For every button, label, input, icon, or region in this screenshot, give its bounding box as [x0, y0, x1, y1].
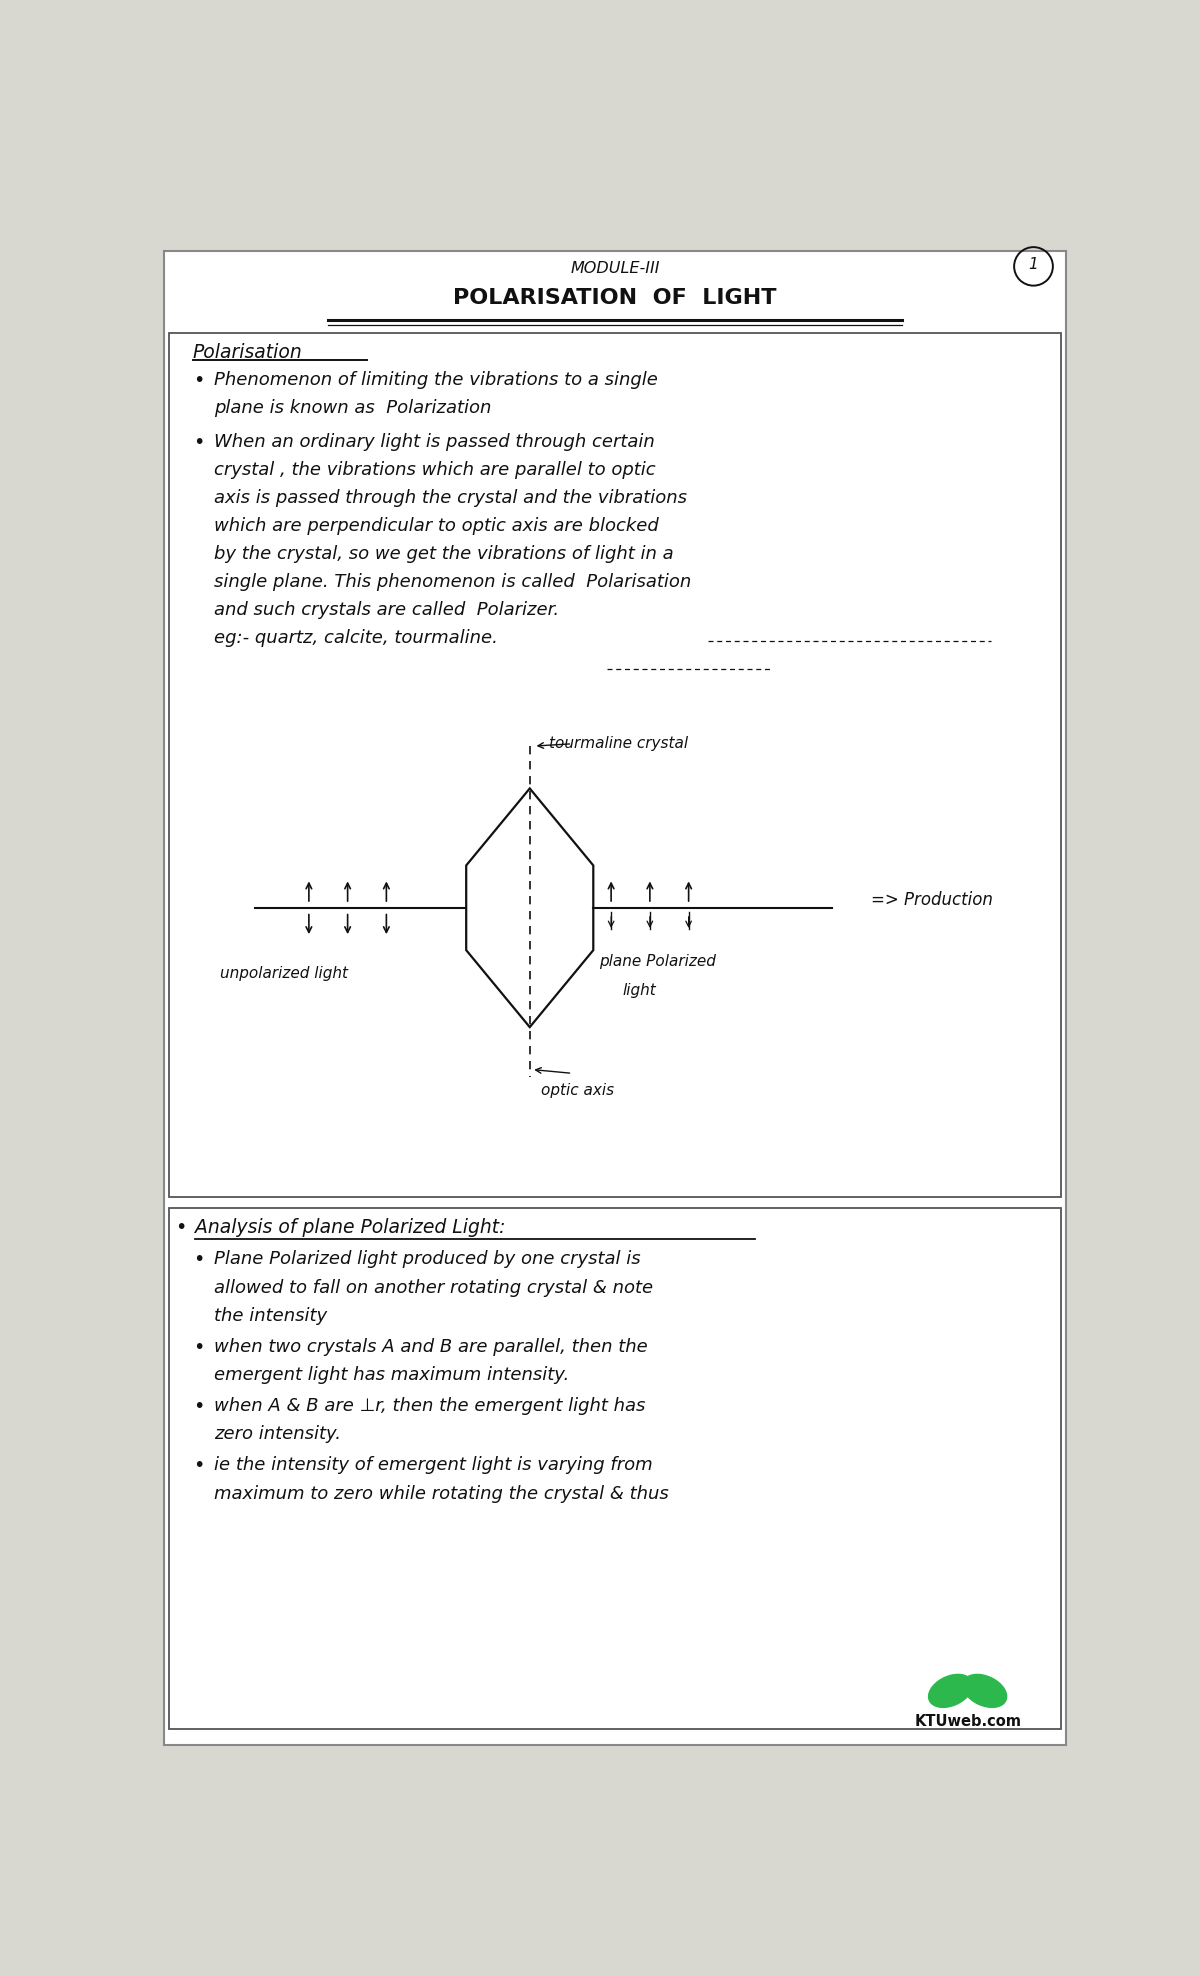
- Text: •: •: [193, 371, 204, 389]
- Text: When an ordinary light is passed through certain: When an ordinary light is passed through…: [214, 433, 654, 451]
- Text: Phenomenon of limiting the vibrations to a single: Phenomenon of limiting the vibrations to…: [214, 371, 658, 389]
- Text: •: •: [193, 433, 204, 453]
- Text: zero intensity.: zero intensity.: [214, 1425, 341, 1442]
- Text: unpolarized light: unpolarized light: [220, 966, 348, 980]
- Text: single plane. This phenomenon is called  Polarisation: single plane. This phenomenon is called …: [214, 573, 691, 591]
- Text: allowed to fall on another rotating crystal & note: allowed to fall on another rotating crys…: [214, 1278, 653, 1296]
- Text: tourmaline crystal: tourmaline crystal: [550, 737, 689, 751]
- Text: •: •: [193, 1251, 204, 1269]
- Bar: [169, 332, 1061, 1197]
- Text: •: •: [193, 1456, 204, 1476]
- Text: •: •: [175, 1217, 186, 1237]
- Text: •: •: [193, 1338, 204, 1358]
- Text: crystal , the vibrations which are parallel to optic: crystal , the vibrations which are paral…: [214, 460, 655, 478]
- Text: which are perpendicular to optic axis are blocked: which are perpendicular to optic axis ar…: [214, 518, 659, 535]
- Text: axis is passed through the crystal and the vibrations: axis is passed through the crystal and t…: [214, 488, 686, 508]
- Polygon shape: [929, 1674, 972, 1707]
- Text: MODULE-III: MODULE-III: [570, 261, 660, 277]
- Text: when two crystals A and B are parallel, then the: when two crystals A and B are parallel, …: [214, 1338, 647, 1356]
- Text: Analysis of plane Polarized Light:: Analysis of plane Polarized Light:: [194, 1217, 505, 1237]
- Text: KTUweb.com: KTUweb.com: [914, 1713, 1021, 1729]
- Text: the intensity: the intensity: [214, 1306, 326, 1324]
- Text: ie the intensity of emergent light is varying from: ie the intensity of emergent light is va…: [214, 1456, 652, 1474]
- Bar: [169, 1207, 1061, 1729]
- Text: eg:- quartz, calcite, tourmaline.: eg:- quartz, calcite, tourmaline.: [214, 630, 498, 648]
- Text: POLARISATION  OF  LIGHT: POLARISATION OF LIGHT: [454, 288, 776, 308]
- Text: Plane Polarized light produced by one crystal is: Plane Polarized light produced by one cr…: [214, 1251, 640, 1269]
- Text: emergent light has maximum intensity.: emergent light has maximum intensity.: [214, 1365, 569, 1383]
- Text: plane is known as  Polarization: plane is known as Polarization: [214, 399, 491, 417]
- Text: by the crystal, so we get the vibrations of light in a: by the crystal, so we get the vibrations…: [214, 545, 673, 563]
- Text: 1: 1: [1028, 257, 1038, 273]
- Text: light: light: [623, 984, 656, 998]
- Polygon shape: [962, 1674, 1007, 1707]
- Text: when A & B are ⊥r, then the emergent light has: when A & B are ⊥r, then the emergent lig…: [214, 1397, 644, 1415]
- Text: •: •: [193, 1397, 204, 1417]
- Text: maximum to zero while rotating the crystal & thus: maximum to zero while rotating the cryst…: [214, 1484, 668, 1502]
- Text: Polarisation: Polarisation: [193, 344, 302, 362]
- Text: => Production: => Production: [871, 891, 992, 909]
- Text: and such crystals are called  Polarizer.: and such crystals are called Polarizer.: [214, 601, 559, 618]
- Text: optic axis: optic axis: [541, 1083, 614, 1097]
- Text: plane Polarized: plane Polarized: [600, 954, 716, 968]
